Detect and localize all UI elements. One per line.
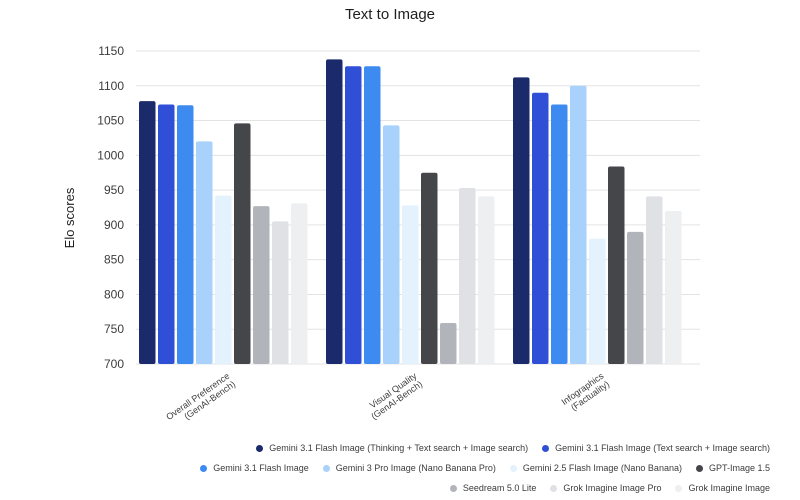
legend-swatch (550, 484, 558, 492)
bar (440, 322, 457, 364)
bar (402, 205, 419, 364)
bar (421, 172, 438, 364)
bar (383, 125, 400, 365)
bar (326, 59, 343, 364)
bar (364, 66, 381, 365)
y-tick-label: 850 (104, 253, 124, 267)
bar (459, 188, 476, 364)
legend-swatch (449, 484, 457, 492)
legend-label: Gemini 3.1 Flash Image (Thinking + Text … (269, 443, 529, 453)
y-tick-label: 750 (104, 322, 124, 336)
x-axis-categories: Overall Preference(GenAI-Bench) Visual Qu… (164, 370, 612, 422)
y-tick-label: 1050 (97, 114, 124, 128)
bar (570, 85, 587, 365)
bar (345, 66, 362, 365)
legend-item: Seedream 5.0 Lite (449, 483, 537, 493)
chart-title: Text to Image (345, 6, 435, 23)
bar (291, 203, 308, 364)
y-tick-label: 1150 (98, 44, 124, 58)
legend-label: Gemini 3.1 Flash Image (213, 463, 309, 473)
legend-label: Gemini 3 Pro Image (Nano Banana Pro) (335, 463, 496, 473)
legend-item: Grok Imagine Image (675, 483, 770, 493)
y-axis-ticks: 700 750 800 850 900 950 1000 1050 1100 1150 (97, 44, 124, 371)
legend-row: Seedream 5.0 Lite Grok Imagine Image Pro G… (150, 478, 770, 498)
bar (532, 92, 549, 364)
bars (139, 59, 682, 365)
bar (665, 210, 682, 364)
legend-swatch (200, 464, 208, 472)
bar (627, 231, 644, 364)
bar (589, 238, 606, 364)
y-tick-label: 1000 (97, 148, 124, 162)
legend-item: Gemini 2.5 Flash Image (Nano Banana) (509, 463, 682, 473)
legend: Gemini 3.1 Flash Image (Thinking + Text … (150, 438, 770, 498)
y-tick-label: 950 (104, 183, 124, 197)
legend-swatch (695, 464, 703, 472)
bar (272, 221, 289, 364)
legend-label: Grok Imagine Image (688, 483, 770, 493)
category-label: Infographics(Factuality) (560, 370, 612, 412)
legend-item: Grok Imagine Image Pro (550, 483, 661, 493)
legend-item: Gemini 3 Pro Image (Nano Banana Pro) (322, 463, 496, 473)
bar (215, 195, 232, 364)
bar (551, 104, 568, 365)
legend-swatch (542, 444, 550, 452)
legend-label: Grok Imagine Image Pro (563, 483, 662, 493)
legend-row: Gemini 3.1 Flash Image Gemini 3 Pro Image… (150, 458, 770, 478)
category-label: Visual Quality(GenAI-Bench) (368, 370, 424, 421)
bar (478, 196, 495, 364)
y-axis-title: Elo scores (62, 187, 77, 248)
bar (234, 123, 251, 365)
bar (253, 206, 270, 364)
category-label: Overall Preference(GenAI-Bench) (164, 371, 237, 422)
bar (177, 105, 194, 365)
y-tick-label: 800 (104, 287, 124, 301)
legend-label: Seedream 5.0 Lite (462, 483, 537, 493)
legend-item: Gemini 3.1 Flash Image (Text search + Im… (542, 443, 770, 453)
legend-swatch (675, 484, 683, 492)
legend-swatch (322, 464, 330, 472)
y-tick-label: 900 (104, 218, 124, 232)
legend-label: Gemini 3.1 Flash Image (Text search + Im… (555, 443, 770, 453)
legend-label: Gemini 2.5 Flash Image (Nano Banana) (522, 463, 682, 473)
legend-row: Gemini 3.1 Flash Image (Thinking + Text … (150, 438, 770, 458)
legend-item: Gemini 3.1 Flash Image (200, 463, 309, 473)
bar (158, 104, 175, 365)
bar (139, 101, 156, 364)
legend-label: GPT-Image 1.5 (708, 463, 770, 473)
bar (196, 141, 213, 364)
bar (608, 166, 625, 364)
legend-item: GPT-Image 1.5 (695, 463, 770, 473)
y-tick-label: 700 (104, 357, 124, 371)
y-tick-label: 1100 (98, 79, 124, 93)
bar (513, 77, 530, 364)
legend-item: Gemini 3.1 Flash Image (Thinking + Text … (256, 443, 528, 453)
bar (646, 196, 663, 364)
legend-swatch (256, 444, 264, 452)
legend-swatch (509, 464, 517, 472)
